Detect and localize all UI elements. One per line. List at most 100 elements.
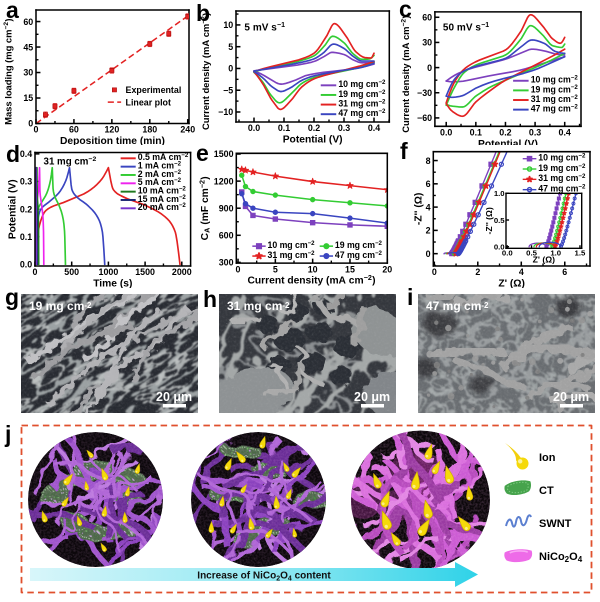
svg-text:Deposition time (min): Deposition time (min) xyxy=(60,136,165,145)
svg-text:−60: −60 xyxy=(417,113,432,123)
svg-text:0: 0 xyxy=(33,267,38,277)
svg-text:20 μm: 20 μm xyxy=(156,390,192,404)
svg-text:5 0 m: 5 0 m V s − 1 xyxy=(443,7,491,36)
svg-text:0.0: 0.0 xyxy=(494,243,505,252)
svg-text:0.4: 0.4 xyxy=(559,128,571,138)
svg-text:30: 30 xyxy=(422,38,432,48)
svg-text:Linear plot: Linear plot xyxy=(126,97,171,107)
svg-text:0.1: 0.1 xyxy=(278,123,290,133)
svg-text:1500: 1500 xyxy=(135,267,155,277)
svg-text:0.4: 0.4 xyxy=(368,123,380,133)
svg-text:1 9 m: 1 9 m g c m − 2 xyxy=(538,148,588,176)
svg-text:5 m V: 5 m V s − 1 xyxy=(244,7,287,36)
svg-text:3 1 m: 3 1 m g c m − 2 xyxy=(531,79,581,107)
svg-text:M a s s: M a s s l o a d i n g ( m g c m ) − 2 xyxy=(0,12,16,125)
svg-text:Potential (V): Potential (V) xyxy=(283,135,343,145)
svg-text:C u r r: C u r r e n t d e n s i t y ( m A c m ) xyxy=(195,7,214,130)
svg-text:0: 0 xyxy=(426,249,431,259)
svg-text:1 9 m: 1 9 m g c m − 2 xyxy=(338,74,388,102)
svg-text:1 0 m: 1 0 m g c m − 2 xyxy=(531,60,581,88)
svg-text:Z' (Ω): Z' (Ω) xyxy=(498,279,525,288)
svg-text:60: 60 xyxy=(422,12,432,22)
svg-text:4 7 m: 4 7 m g c m − 2 xyxy=(335,235,385,263)
svg-text:Potential (V): Potential (V) xyxy=(478,139,538,145)
svg-text:120: 120 xyxy=(104,125,119,135)
svg-text:0: 0 xyxy=(236,264,241,274)
svg-text:0: 0 xyxy=(228,64,233,74)
svg-text:CT: CT xyxy=(539,485,554,497)
svg-text:Experimental: Experimental xyxy=(126,85,182,95)
svg-text:1 0 m: 1 0 m g c m − 2 xyxy=(268,225,318,253)
svg-text:19 mg cm-2: 19 mg cm-2 xyxy=(29,299,92,313)
svg-text:0.0: 0.0 xyxy=(20,259,32,269)
svg-text:1.0: 1.0 xyxy=(494,189,505,198)
svg-text:0.2: 0.2 xyxy=(308,123,320,133)
svg-text:20 μm: 20 μm xyxy=(354,390,390,404)
svg-text:4: 4 xyxy=(519,267,524,277)
svg-text:900: 900 xyxy=(219,203,234,213)
svg-text:2: 2 xyxy=(426,226,431,236)
svg-text:0.2: 0.2 xyxy=(20,204,32,214)
svg-text:30: 30 xyxy=(23,68,33,78)
svg-text:0: 0 xyxy=(427,63,432,73)
svg-text:Ion: Ion xyxy=(539,452,556,464)
svg-text:5: 5 xyxy=(228,42,233,52)
svg-text:300: 300 xyxy=(219,258,234,268)
svg-text:4 7 m: 4 7 m g c m − 2 xyxy=(538,168,588,196)
svg-text:−30: −30 xyxy=(417,88,432,98)
svg-text:0.4: 0.4 xyxy=(20,149,32,159)
svg-text:60: 60 xyxy=(23,17,33,27)
svg-text:3 1 m: 3 1 m g c m − 2 xyxy=(538,158,588,186)
svg-text:240: 240 xyxy=(180,125,195,135)
svg-text:10: 10 xyxy=(223,20,233,30)
svg-text:0: 0 xyxy=(34,125,39,135)
svg-text:-Z'' (Ω): -Z'' (Ω) xyxy=(484,207,494,234)
svg-text:1 9 m: 1 9 m g c m − 2 xyxy=(531,69,581,97)
svg-text:0.2: 0.2 xyxy=(499,128,511,138)
svg-text:Increase of NiCo2O4 content: Increase of NiCo2O4 content xyxy=(197,571,331,583)
svg-text:0: 0 xyxy=(432,267,437,277)
svg-text:0.3: 0.3 xyxy=(20,177,32,187)
svg-text:Z' (Ω): Z' (Ω) xyxy=(533,254,555,264)
svg-text:600: 600 xyxy=(219,231,234,241)
svg-text:20: 20 xyxy=(382,264,392,274)
svg-text:10: 10 xyxy=(308,264,318,274)
svg-text:−10: −10 xyxy=(218,107,233,117)
svg-text:1.0: 1.0 xyxy=(550,248,561,257)
svg-text:−5: −5 xyxy=(223,85,233,95)
svg-text:C ( m: C ( m F c m ) A − 2 xyxy=(195,170,215,240)
svg-text:8: 8 xyxy=(426,156,431,166)
svg-text:20 μm: 20 μm xyxy=(553,390,589,404)
svg-text:Time (s): Time (s) xyxy=(93,279,132,288)
svg-text:45: 45 xyxy=(23,42,33,52)
svg-text:60: 60 xyxy=(69,125,79,135)
svg-text:5: 5 xyxy=(273,264,278,274)
svg-text:0 . 5: 0 . 5 m A c m − 2 xyxy=(138,145,191,165)
svg-text:-Z'' (Ω): -Z'' (Ω) xyxy=(413,193,424,226)
svg-text:0.3: 0.3 xyxy=(529,128,541,138)
svg-text:1 m A: 1 m A c m − 2 xyxy=(138,145,184,173)
svg-text:NiCo2O4: NiCo2O4 xyxy=(539,551,583,564)
svg-text:0.1: 0.1 xyxy=(20,232,32,242)
svg-text:2 0 m: 2 0 m A c m − 2 xyxy=(138,187,189,215)
svg-text:1 5 m: 1 5 m A c m − 2 xyxy=(138,179,189,207)
svg-text:1 9 m: 1 9 m g c m − 2 xyxy=(335,225,385,253)
svg-text:6: 6 xyxy=(426,179,431,189)
svg-text:3 1 m: 3 1 m g c m − 2 xyxy=(268,235,318,263)
svg-text:2000: 2000 xyxy=(172,267,192,277)
svg-text:0.5: 0.5 xyxy=(526,248,537,257)
svg-text:15: 15 xyxy=(23,93,33,103)
svg-text:15: 15 xyxy=(345,264,355,274)
svg-text:1200: 1200 xyxy=(214,176,234,186)
svg-text:1.5: 1.5 xyxy=(575,248,586,257)
svg-text:1 0 m: 1 0 m g c m − 2 xyxy=(338,64,388,92)
svg-text:2: 2 xyxy=(475,267,480,277)
svg-text:C u r r: C u r r e n t d e n s i t y ( m A c m ) xyxy=(400,9,414,132)
svg-text:1 0 m: 1 0 m g c m − 2 xyxy=(538,145,588,166)
svg-text:500: 500 xyxy=(64,267,79,277)
svg-text:180: 180 xyxy=(142,125,157,135)
svg-text:Potential (V): Potential (V) xyxy=(8,179,19,239)
svg-text:0.0: 0.0 xyxy=(502,248,513,257)
svg-text:SWNT: SWNT xyxy=(539,518,572,530)
svg-text:0.3: 0.3 xyxy=(338,123,350,133)
